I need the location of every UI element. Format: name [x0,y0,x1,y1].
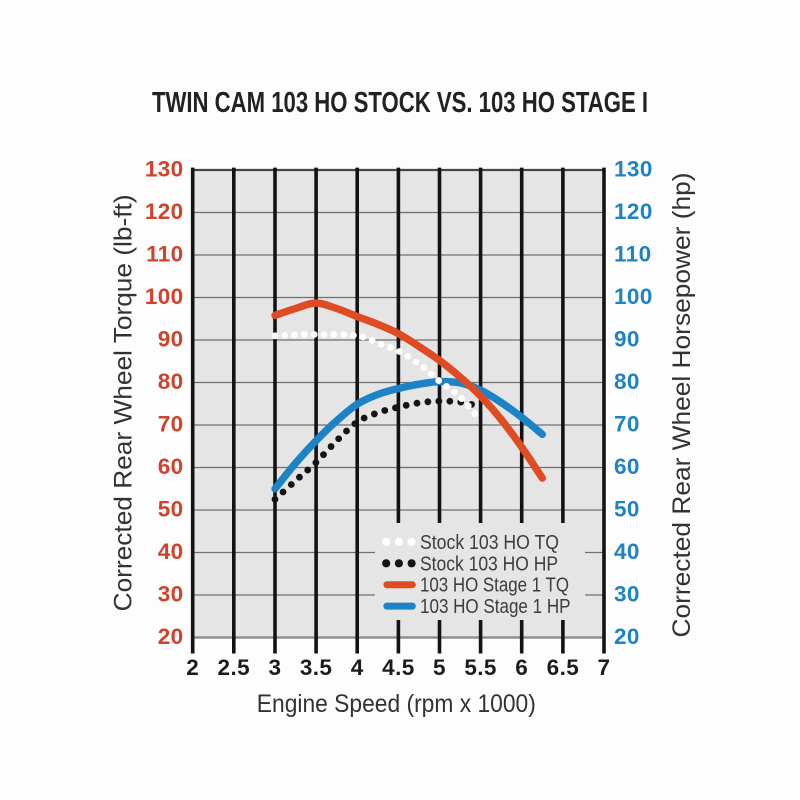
svg-text:130: 130 [145,156,184,181]
svg-text:70: 70 [158,411,184,436]
svg-text:6.5: 6.5 [547,655,579,680]
svg-text:30: 30 [158,581,184,606]
svg-text:3: 3 [269,655,282,680]
svg-text:3.5: 3.5 [300,655,332,680]
svg-text:40: 40 [614,539,640,564]
svg-text:Stock 103 HO HP: Stock 103 HO HP [420,553,558,575]
svg-text:50: 50 [158,496,184,521]
svg-text:70: 70 [614,411,640,436]
svg-text:110: 110 [146,241,184,266]
svg-text:80: 80 [158,369,184,394]
svg-text:50: 50 [614,496,640,521]
svg-text:5.5: 5.5 [464,655,496,680]
svg-text:60: 60 [614,454,640,479]
svg-text:80: 80 [614,369,640,394]
svg-text:4.5: 4.5 [382,655,414,680]
svg-text:103 HO Stage 1 HP: 103 HO Stage 1 HP [420,596,571,618]
svg-text:110: 110 [614,241,652,266]
svg-text:60: 60 [158,454,184,479]
svg-text:40: 40 [158,539,184,564]
svg-text:2.5: 2.5 [218,655,250,680]
svg-text:Corrected Rear Wheel Torque (l: Corrected Rear Wheel Torque (lb-ft) [110,194,138,611]
svg-text:100: 100 [145,284,184,309]
svg-text:4: 4 [351,655,364,680]
svg-text:2: 2 [186,655,199,680]
svg-text:100: 100 [614,284,653,309]
svg-text:Stock 103 HO TQ: Stock 103 HO TQ [420,532,559,554]
svg-text:6: 6 [515,655,528,680]
svg-text:20: 20 [158,624,184,649]
svg-text:30: 30 [614,581,640,606]
svg-text:20: 20 [614,624,640,649]
svg-text:90: 90 [158,326,184,351]
svg-text:103 HO Stage 1 TQ: 103 HO Stage 1 TQ [420,575,569,597]
svg-text:5: 5 [433,655,446,680]
svg-text:TWIN CAM 103 HO STOCK VS. 103: TWIN CAM 103 HO STOCK VS. 103 HO STAGE I [152,87,648,119]
svg-text:90: 90 [614,326,640,351]
svg-text:Engine Speed (rpm x 1000): Engine Speed (rpm x 1000) [257,690,536,718]
svg-text:120: 120 [145,199,184,224]
svg-text:130: 130 [614,156,653,181]
svg-text:120: 120 [614,199,653,224]
svg-text:Corrected Rear Wheel Horsepowe: Corrected Rear Wheel Horsepower (hp) [668,173,696,638]
svg-text:7: 7 [598,655,611,680]
